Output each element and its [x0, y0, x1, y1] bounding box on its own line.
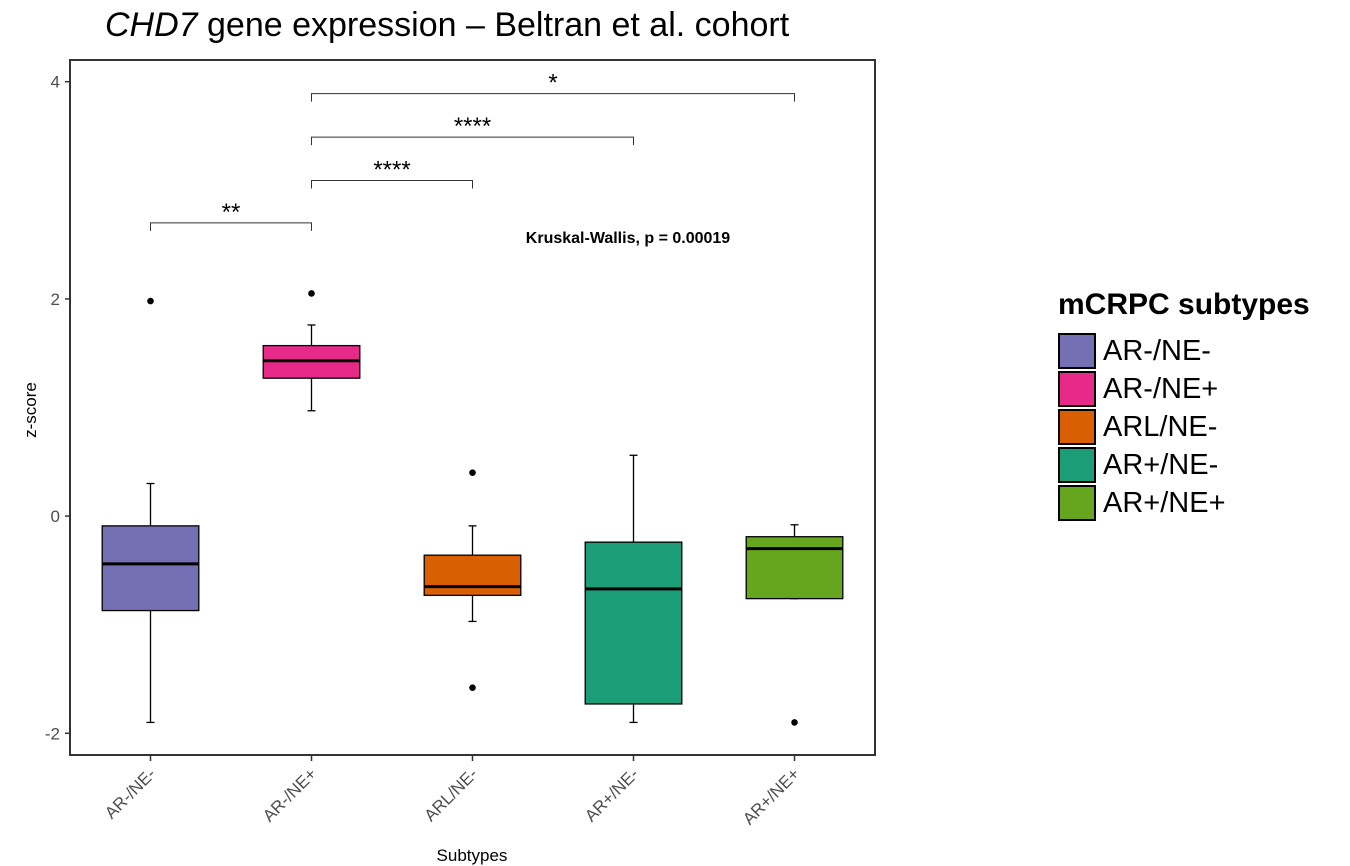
box-iqr	[423, 554, 522, 597]
legend-item: AR-/NE-	[1058, 332, 1310, 370]
legend-item: AR-/NE+	[1058, 370, 1310, 408]
bracket-line	[311, 136, 634, 146]
comparison-bracket: *	[311, 70, 795, 102]
significance-brackets: ***********	[150, 70, 795, 231]
boxes	[101, 290, 844, 726]
chart-title: CHD7 gene expression – Beltran et al. co…	[105, 6, 789, 45]
significance-label: **	[222, 199, 241, 226]
legend-label: ARL/NE-	[1103, 410, 1218, 443]
legend-label: AR-/NE+	[1103, 372, 1219, 405]
legend-title: mCRPC subtypes	[1058, 288, 1310, 321]
significance-label: *	[548, 70, 557, 97]
box-1	[262, 290, 361, 412]
significance-label: ****	[454, 113, 491, 140]
outlier-point	[791, 719, 798, 726]
legend-swatch	[1058, 371, 1096, 407]
x-tick-label: ARL/NE-	[420, 764, 481, 825]
outlier-point	[147, 297, 154, 305]
legend-item: AR+/NE+	[1058, 484, 1310, 522]
x-axis-title: Subtypes	[437, 846, 508, 865]
comparison-bracket: **	[150, 199, 312, 231]
y-axis-title: z-score	[21, 382, 40, 438]
x-tick-label: AR-/NE-	[101, 764, 159, 822]
kruskal-wallis-annotation: Kruskal-Wallis, p = 0.00019	[526, 230, 731, 247]
legend-label: AR+/NE-	[1103, 448, 1219, 481]
y-tick-label: 4	[51, 73, 60, 92]
box-2	[423, 469, 522, 691]
comparison-bracket: ****	[311, 157, 473, 189]
legend-label: AR+/NE+	[1103, 486, 1226, 519]
significance-label: ****	[373, 157, 410, 184]
x-tick-label: AR+/NE+	[739, 764, 803, 828]
bracket-line	[150, 222, 312, 231]
x-tick-label: AR-/NE+	[259, 764, 320, 825]
box-iqr	[101, 525, 200, 612]
box-4	[745, 524, 844, 726]
x-axis: AR-/NE- AR-/NE+ ARL/NE- AR+/NE- AR+/NE+	[101, 755, 803, 829]
y-tick-label: 2	[51, 290, 60, 309]
legend-swatch	[1058, 333, 1096, 369]
box-0	[101, 297, 200, 724]
legend-swatch	[1058, 485, 1096, 521]
legend-swatch	[1058, 409, 1096, 445]
legend: mCRPC subtypes AR-/NE- AR-/NE+ ARL/NE- AR+/…	[1058, 288, 1310, 522]
plot-panel	[69, 59, 876, 756]
chart-title-rest: gene expression – Beltran et al. cohort	[197, 6, 790, 44]
box-plot: -2 0 2 4 AR-/NE- AR-/NE+ ARL/NE- AR+/NE- AR+/NE…	[21, 59, 876, 865]
outlier-point	[308, 290, 315, 297]
outlier-point	[469, 684, 476, 691]
y-tick-label: -2	[45, 724, 60, 743]
y-tick-label: 0	[51, 507, 60, 526]
legend-swatch	[1058, 447, 1096, 483]
bracket-line	[311, 93, 795, 102]
legend-items: AR-/NE- AR-/NE+ ARL/NE- AR+/NE- AR+/NE+	[1058, 332, 1310, 522]
box-3	[584, 454, 683, 724]
legend-item: ARL/NE-	[1058, 408, 1310, 446]
outlier-point	[469, 469, 476, 476]
y-axis: -2 0 2 4	[45, 73, 70, 743]
bracket-line	[311, 180, 473, 189]
box-iqr	[745, 536, 844, 600]
comparison-bracket: ****	[311, 113, 634, 146]
box-iqr	[584, 541, 683, 705]
legend-item: AR+/NE-	[1058, 446, 1310, 484]
chart-title-gene: CHD7	[105, 6, 198, 44]
x-tick-label: AR+/NE-	[581, 764, 642, 825]
legend-label: AR-/NE-	[1103, 334, 1211, 367]
